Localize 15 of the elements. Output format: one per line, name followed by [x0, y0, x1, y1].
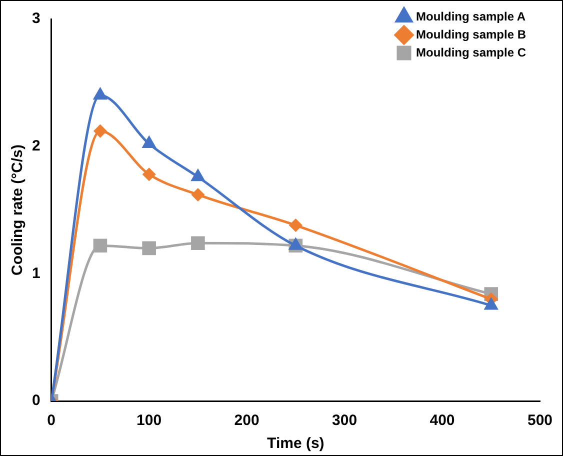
x-tick-label: 200 — [234, 412, 260, 430]
legend-label: Moulding sample B — [416, 27, 526, 42]
x-axis-title: Time (s) — [267, 435, 324, 452]
x-tick-label: 100 — [136, 412, 162, 430]
legend-label: Moulding sample A — [416, 9, 526, 24]
x-tick-label: 300 — [332, 412, 358, 430]
x-tick-label: 500 — [527, 412, 553, 430]
y-tick-label: 3 — [32, 10, 40, 28]
x-tick-label: 400 — [430, 412, 455, 430]
y-tick-label: 0 — [32, 392, 40, 410]
y-axis-title: Cooling rate (°C/s) — [9, 144, 26, 276]
y-tick-label: 2 — [32, 137, 40, 154]
x-tick-label: 0 — [47, 412, 56, 430]
y-tick-label: 1 — [32, 264, 40, 282]
legend-label: Moulding sample C — [416, 45, 526, 60]
